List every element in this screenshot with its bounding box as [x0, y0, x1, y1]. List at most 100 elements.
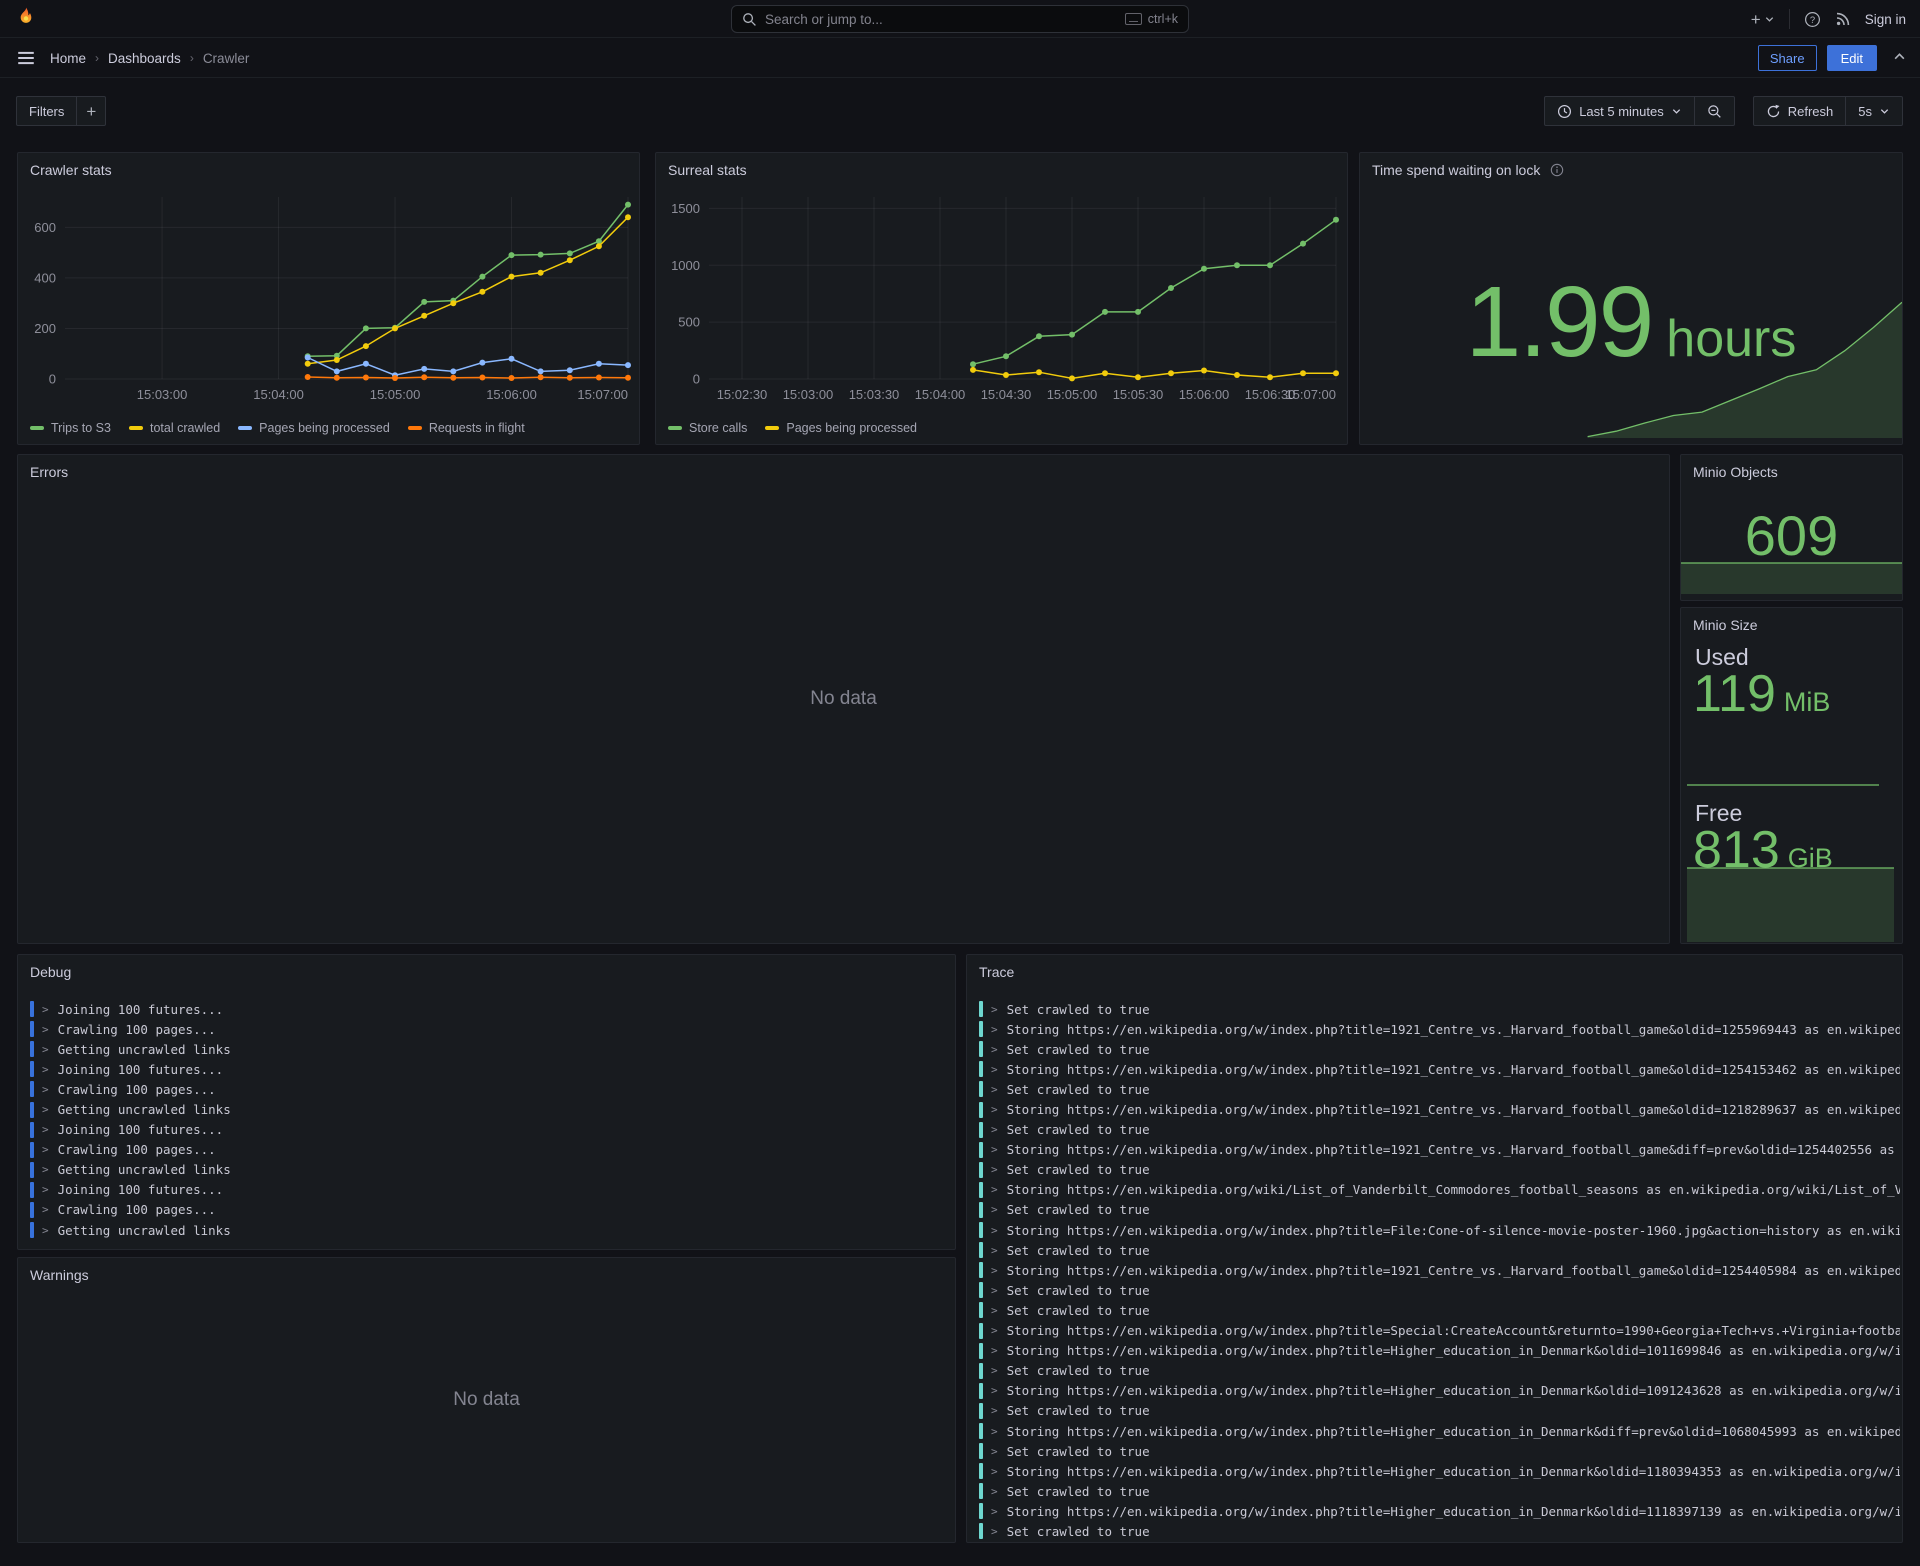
log-expand-chevron[interactable]: > [991, 1525, 998, 1538]
log-expand-chevron[interactable]: > [991, 1445, 998, 1458]
panel-title-minio-objects[interactable]: Minio Objects [1693, 464, 1778, 480]
log-line[interactable]: >Storing https://en.wikipedia.org/w/inde… [979, 1099, 1900, 1119]
log-expand-chevron[interactable]: > [991, 1505, 998, 1518]
log-line[interactable]: >Joining 100 futures... [30, 1180, 953, 1200]
log-expand-chevron[interactable]: > [991, 1224, 998, 1237]
edit-button[interactable]: Edit [1827, 45, 1877, 71]
search-box[interactable]: ctrl+k [731, 5, 1189, 33]
trace-log-list[interactable]: >Set crawled to true>Storing https://en.… [979, 999, 1900, 1539]
log-expand-chevron[interactable]: > [991, 1123, 998, 1136]
time-range-picker[interactable]: Last 5 minutes [1544, 96, 1695, 126]
log-line[interactable]: >Storing https://en.wikipedia.org/w/inde… [979, 1059, 1900, 1079]
log-expand-chevron[interactable]: > [991, 1324, 998, 1337]
panel-title-minio-size[interactable]: Minio Size [1693, 617, 1758, 633]
log-line[interactable]: >Storing https://en.wikipedia.org/w/inde… [979, 1381, 1900, 1401]
log-expand-chevron[interactable]: > [42, 1163, 49, 1176]
legend-item[interactable]: Requests in flight [408, 421, 525, 435]
debug-log-list[interactable]: >Joining 100 futures...>Crawling 100 pag… [30, 999, 953, 1246]
log-line[interactable]: >Crawling 100 pages... [30, 1019, 953, 1039]
log-line[interactable]: >Set crawled to true [979, 1280, 1900, 1300]
log-expand-chevron[interactable]: > [991, 1163, 998, 1176]
surreal-stats-chart[interactable]: 05001000150015:02:3015:03:0015:03:3015:0… [657, 185, 1348, 414]
log-expand-chevron[interactable]: > [991, 1344, 998, 1357]
log-expand-chevron[interactable]: > [42, 1063, 49, 1076]
log-expand-chevron[interactable]: > [991, 1063, 998, 1076]
crawler-stats-chart[interactable]: 020040060015:03:0015:04:0015:05:0015:06:… [19, 185, 640, 414]
legend-item[interactable]: Pages being processed [238, 421, 390, 435]
panel-title-trace[interactable]: Trace [979, 964, 1014, 980]
panel-title-debug[interactable]: Debug [30, 964, 71, 980]
log-expand-chevron[interactable]: > [991, 1264, 998, 1277]
log-expand-chevron[interactable]: > [42, 1183, 49, 1196]
log-expand-chevron[interactable]: > [42, 1123, 49, 1136]
log-expand-chevron[interactable]: > [991, 1023, 998, 1036]
log-line[interactable]: >Set crawled to true [979, 1300, 1900, 1320]
share-button[interactable]: Share [1758, 45, 1817, 71]
log-expand-chevron[interactable]: > [42, 1203, 49, 1216]
log-expand-chevron[interactable]: > [42, 1023, 49, 1036]
log-line[interactable]: >Storing https://en.wikipedia.org/w/inde… [979, 1501, 1900, 1521]
log-expand-chevron[interactable]: > [42, 1224, 49, 1237]
log-line[interactable]: >Set crawled to true [979, 1361, 1900, 1381]
legend-item[interactable]: Trips to S3 [30, 421, 111, 435]
log-line[interactable]: >Set crawled to true [979, 1240, 1900, 1260]
log-expand-chevron[interactable]: > [991, 1384, 998, 1397]
log-expand-chevron[interactable]: > [991, 1043, 998, 1056]
log-line[interactable]: >Set crawled to true [979, 1079, 1900, 1099]
log-line[interactable]: >Getting uncrawled links [30, 1220, 953, 1240]
breadcrumb-dashboards[interactable]: Dashboards [108, 51, 181, 66]
log-expand-chevron[interactable]: > [991, 1425, 998, 1438]
log-line[interactable]: >Storing https://en.wikipedia.org/w/inde… [979, 1220, 1900, 1240]
search-input[interactable] [765, 12, 1117, 27]
log-expand-chevron[interactable]: > [991, 1364, 998, 1377]
log-line[interactable]: >Set crawled to true [979, 1039, 1900, 1059]
log-expand-chevron[interactable]: > [991, 1003, 998, 1016]
log-expand-chevron[interactable]: > [991, 1083, 998, 1096]
panel-title-errors[interactable]: Errors [30, 464, 68, 480]
news-button[interactable] [1835, 11, 1851, 27]
log-line[interactable]: >Storing https://en.wikipedia.org/w/inde… [979, 1341, 1900, 1361]
log-line[interactable]: >Storing https://en.wikipedia.org/w/inde… [979, 1019, 1900, 1039]
log-line[interactable]: >Joining 100 futures... [30, 1120, 953, 1140]
log-expand-chevron[interactable]: > [991, 1465, 998, 1478]
panel-title-crawler-stats[interactable]: Crawler stats [30, 162, 112, 178]
log-expand-chevron[interactable]: > [991, 1304, 998, 1317]
log-expand-chevron[interactable]: > [42, 1143, 49, 1156]
log-expand-chevron[interactable]: > [991, 1183, 998, 1196]
log-line[interactable]: >Crawling 100 pages... [30, 1079, 953, 1099]
log-line[interactable]: >Set crawled to true [979, 1200, 1900, 1220]
new-menu-button[interactable]: + [1751, 11, 1775, 28]
log-line[interactable]: >Storing https://en.wikipedia.org/w/inde… [979, 1421, 1900, 1441]
log-expand-chevron[interactable]: > [991, 1244, 998, 1257]
log-expand-chevron[interactable]: > [42, 1083, 49, 1096]
log-line[interactable]: >Storing https://en.wikipedia.org/w/inde… [979, 1260, 1900, 1280]
log-line[interactable]: >Set crawled to true [979, 999, 1900, 1019]
log-line[interactable]: >Storing https://en.wikipedia.org/w/inde… [979, 1321, 1900, 1341]
help-button[interactable]: ? [1804, 11, 1821, 28]
log-line[interactable]: >Storing https://en.wikipedia.org/w/inde… [979, 1461, 1900, 1481]
log-expand-chevron[interactable]: > [42, 1003, 49, 1016]
log-line[interactable]: >Set crawled to true [979, 1521, 1900, 1539]
legend-item[interactable]: Store calls [668, 421, 747, 435]
log-line[interactable]: >Getting uncrawled links [30, 1160, 953, 1180]
log-expand-chevron[interactable]: > [991, 1203, 998, 1216]
log-line[interactable]: >Storing https://en.wikipedia.org/w/inde… [979, 1140, 1900, 1160]
log-expand-chevron[interactable]: > [991, 1143, 998, 1156]
log-line[interactable]: >Set crawled to true [979, 1481, 1900, 1501]
breadcrumb-home[interactable]: Home [50, 51, 86, 66]
menu-icon[interactable] [16, 48, 36, 68]
sign-in-button[interactable]: Sign in [1865, 12, 1906, 27]
collapse-controls-button[interactable] [1893, 50, 1906, 66]
panel-title-surreal-stats[interactable]: Surreal stats [668, 162, 747, 178]
log-line[interactable]: >Joining 100 futures... [30, 999, 953, 1019]
add-filter-button[interactable]: + [77, 96, 106, 126]
log-line[interactable]: >Crawling 100 pages... [30, 1140, 953, 1160]
log-expand-chevron[interactable]: > [42, 1103, 49, 1116]
log-line[interactable]: >Getting uncrawled links [30, 1039, 953, 1059]
zoom-out-button[interactable] [1695, 96, 1735, 126]
refresh-button[interactable]: Refresh [1753, 96, 1847, 126]
log-expand-chevron[interactable]: > [991, 1485, 998, 1498]
log-line[interactable]: >Crawling 100 pages... [30, 1200, 953, 1220]
legend-item[interactable]: Pages being processed [765, 421, 917, 435]
legend-item[interactable]: total crawled [129, 421, 220, 435]
